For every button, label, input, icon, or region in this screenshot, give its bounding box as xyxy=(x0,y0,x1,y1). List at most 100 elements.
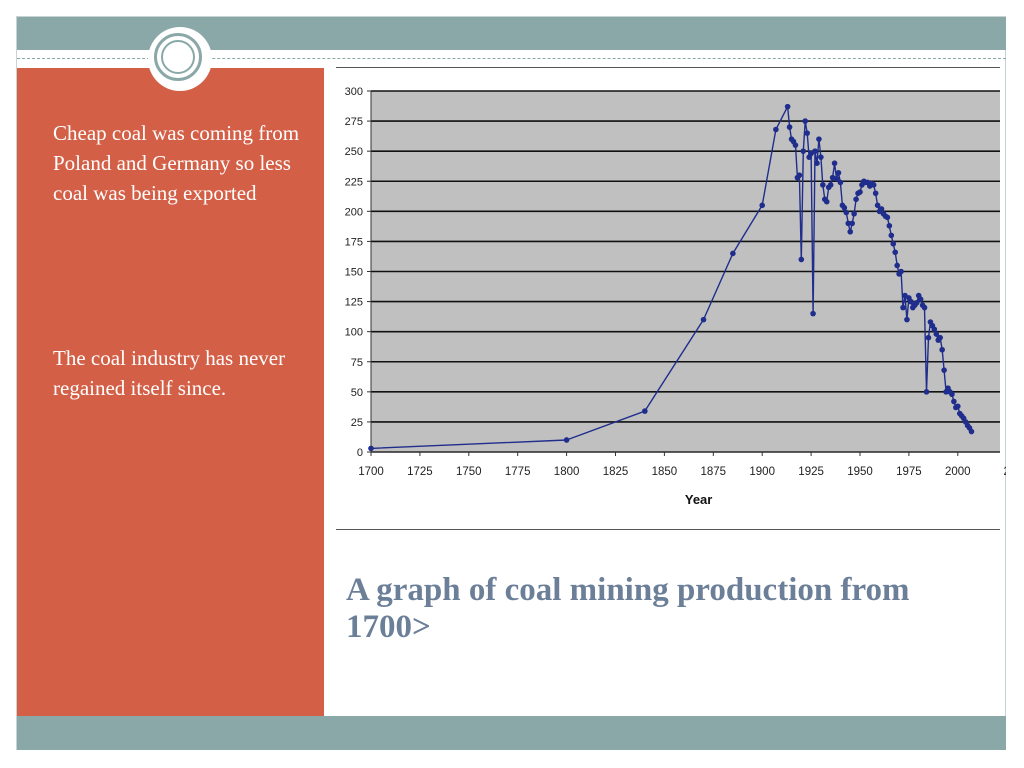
x-tick-label: 1750 xyxy=(456,466,482,478)
coal-production-chart: 0 25 50 75 100 125 150 175 200 225 250 275 300 1700 17… xyxy=(345,86,1006,507)
data-point xyxy=(818,154,824,160)
data-point xyxy=(792,142,799,148)
y-tick-label: 150 xyxy=(345,267,363,279)
y-tick-label: 0 xyxy=(357,447,363,459)
data-point xyxy=(827,182,834,188)
data-point xyxy=(798,256,805,263)
data-point xyxy=(921,304,928,311)
data-point xyxy=(884,214,891,221)
data-point xyxy=(908,298,914,305)
data-point xyxy=(898,268,904,275)
x-tick-label: 1775 xyxy=(505,466,531,478)
data-point xyxy=(878,206,885,212)
data-point xyxy=(563,437,570,443)
data-point xyxy=(870,182,877,188)
data-point xyxy=(894,262,900,269)
data-point xyxy=(816,136,822,142)
data-point xyxy=(949,391,955,398)
data-point xyxy=(773,126,779,133)
data-point xyxy=(837,179,844,186)
data-point xyxy=(835,170,842,176)
y-tick-label: 250 xyxy=(345,146,363,158)
data-point xyxy=(900,304,906,311)
chart-bottom-rule xyxy=(336,529,1000,530)
x-tick-label: 2000 xyxy=(945,466,971,478)
data-point xyxy=(784,103,791,110)
x-tick-label: 1825 xyxy=(603,466,629,478)
data-point xyxy=(851,210,857,217)
y-tick-label: 175 xyxy=(345,236,363,248)
data-point xyxy=(923,389,930,395)
data-point xyxy=(955,403,961,410)
x-tick-label: 1900 xyxy=(749,466,775,478)
data-point xyxy=(847,228,854,235)
x-tick-label: 1800 xyxy=(554,466,580,478)
data-point xyxy=(853,196,859,203)
data-point xyxy=(931,326,938,333)
x-tick-label: 1875 xyxy=(701,466,727,478)
x-tick-label: 1700 xyxy=(358,466,384,478)
data-point xyxy=(812,148,818,154)
data-point xyxy=(904,316,910,323)
x-tick-label: 1975 xyxy=(896,466,922,478)
x-tick-label: 2 xyxy=(1003,466,1006,478)
data-point xyxy=(700,316,707,323)
left-text-panel xyxy=(17,68,324,716)
dashed-divider xyxy=(17,58,1006,59)
data-point xyxy=(802,118,809,124)
data-point xyxy=(874,202,881,209)
data-point xyxy=(872,190,879,197)
data-point xyxy=(913,299,920,306)
data-point xyxy=(814,160,820,166)
y-tick-label: 275 xyxy=(345,116,363,128)
y-tick-label: 225 xyxy=(345,176,363,188)
y-tick-label: 200 xyxy=(345,206,363,218)
data-point xyxy=(925,334,932,341)
data-point xyxy=(939,346,945,353)
data-point xyxy=(843,209,850,216)
data-point xyxy=(890,241,897,247)
y-tick-label: 50 xyxy=(351,387,363,399)
data-point xyxy=(833,176,840,182)
y-tick-label: 300 xyxy=(345,86,363,98)
chart-top-rule xyxy=(336,67,1000,68)
data-point xyxy=(642,408,648,414)
data-point xyxy=(823,198,830,205)
x-tick-label: 1950 xyxy=(847,466,873,478)
data-point xyxy=(730,250,736,257)
data-point xyxy=(892,249,899,256)
data-point xyxy=(857,189,863,195)
data-point xyxy=(941,367,947,373)
slide-caption: A graph of coal mining production from 1… xyxy=(346,572,910,645)
data-point xyxy=(820,182,826,188)
circle-ornament-icon xyxy=(148,27,212,91)
data-point xyxy=(786,124,793,130)
x-tick-label: 1925 xyxy=(798,466,824,478)
bullet-text-1: Cheap coal was coming from Poland and Ge… xyxy=(53,121,300,205)
data-point xyxy=(849,220,855,227)
data-point xyxy=(886,222,893,229)
data-point xyxy=(368,445,374,452)
data-point xyxy=(841,204,848,211)
x-axis-label: Year xyxy=(685,492,712,507)
data-point xyxy=(937,334,943,341)
y-tick-label: 25 xyxy=(351,417,363,429)
data-point xyxy=(933,331,940,337)
bullet-text-2: The coal industry has never regained its… xyxy=(53,346,286,400)
data-point xyxy=(796,172,803,179)
data-point xyxy=(845,220,852,227)
data-point xyxy=(759,202,765,209)
data-point xyxy=(800,148,807,154)
data-point xyxy=(888,232,895,239)
data-point xyxy=(804,130,810,136)
data-point xyxy=(951,398,957,405)
data-point xyxy=(831,160,838,166)
data-point xyxy=(917,296,924,302)
x-tick-label: 1725 xyxy=(407,466,433,478)
data-point xyxy=(968,428,975,435)
y-tick-label: 100 xyxy=(345,327,363,339)
bottom-accent-band xyxy=(17,716,1006,750)
y-tick-label: 125 xyxy=(345,297,363,309)
y-tick-label: 75 xyxy=(351,357,363,369)
x-tick-label: 1850 xyxy=(652,466,678,478)
